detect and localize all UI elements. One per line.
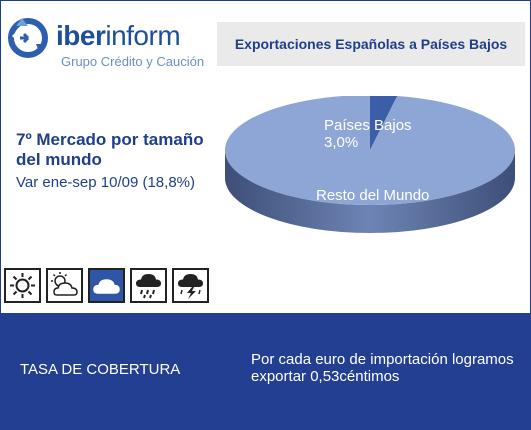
- rain-icon: [130, 268, 167, 303]
- pie-chart: Países Bajos 3,0% Resto del Mundo: [225, 96, 515, 233]
- page-title: Exportaciones Españolas a Países Bajos: [234, 36, 508, 52]
- market-variation: Var ene-sep 10/09 (18,8%): [16, 174, 195, 191]
- header-title-box: Exportaciones Españolas a Países Bajos: [217, 22, 525, 66]
- iberinform-logo: iberinform Grupo Crédito y Caución: [6, 14, 206, 70]
- pie-label-paises-bajos: Países Bajos: [324, 117, 412, 134]
- weather-scale: [4, 268, 209, 303]
- brand-tagline: Grupo Crédito y Caución: [61, 54, 205, 69]
- coverage-rate-label: TASA DE COBERTURA: [20, 361, 181, 378]
- market-rank-title: 7º Mercado por tamaño del mundo: [16, 130, 204, 169]
- brand-name: iberinform: [56, 20, 181, 51]
- cloud-icon: [88, 268, 125, 303]
- logo-arrows-icon: [8, 18, 48, 58]
- pie-slice-países-bajos: [370, 96, 398, 150]
- pie-slice-resto-del-mundo: [225, 96, 515, 205]
- pie-value-paises-bajos: 3,0%: [324, 134, 358, 151]
- storm-icon: [172, 268, 209, 303]
- pie-side-wall: [225, 150, 515, 233]
- footer-band: TASA DE COBERTURA Por cada euro de impor…: [0, 313, 531, 430]
- sun-icon: [4, 268, 41, 303]
- coverage-rate-text: Por cada euro de importación logramos ex…: [251, 351, 514, 385]
- pie-label-resto-del-mundo: Resto del Mundo: [316, 187, 429, 204]
- partly-cloudy-icon: [46, 268, 83, 303]
